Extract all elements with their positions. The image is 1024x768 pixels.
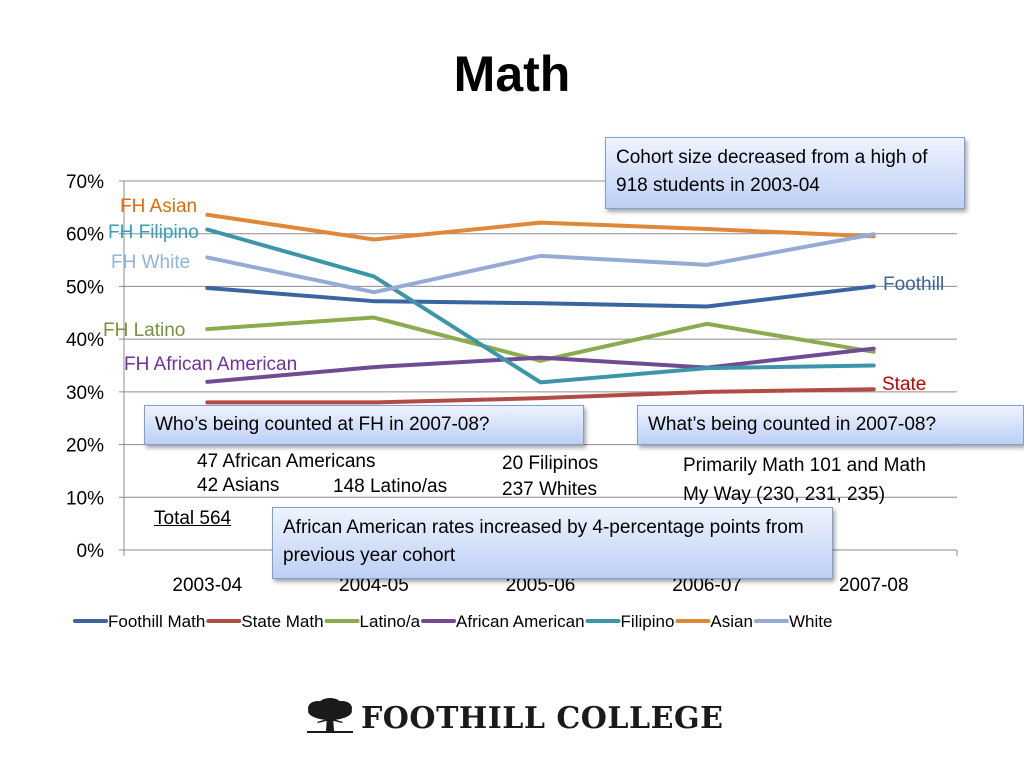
legend-label-latino-a: Latino/a	[360, 612, 421, 631]
x-tick-label: 2007-08	[839, 575, 909, 596]
legend-label-asian: Asian	[710, 612, 753, 631]
series-line-foothill-math	[205, 284, 876, 309]
legend-label-state-math: State Math	[241, 612, 323, 631]
y-tick-label: 60%	[66, 225, 104, 246]
who-counted-callout: Who’s being counted at FH in 2007-08?	[144, 405, 584, 445]
series-labels: Foothill State FH Latino FH African America…	[103, 196, 944, 395]
series-line-asian	[205, 212, 876, 242]
count-filipinos: 20 Filipinos	[502, 453, 599, 474]
x-tick-label: 2005-06	[506, 575, 576, 596]
legend-label-african-american: African American	[456, 612, 585, 631]
chart-legend: Foothill Math State Math Latino/a African A…	[73, 612, 832, 631]
count-latinos: 148 Latino/as	[333, 476, 448, 497]
x-tick-label: 2003-04	[172, 575, 242, 596]
y-tick-label: 30%	[66, 383, 104, 404]
series-line-state-math	[205, 387, 876, 405]
legend-label-foothill-math: Foothill Math	[108, 612, 205, 631]
x-tick-label: 2004-05	[339, 575, 409, 596]
series-line-filipino	[205, 227, 876, 385]
series-label-state-math: State	[882, 374, 926, 395]
cohort-size-callout: Cohort size decreased from a high of 918…	[605, 137, 965, 209]
y-tick-label: 0%	[77, 541, 105, 562]
what-counted-callout: What’s being counted in 2007-08?	[637, 405, 1024, 445]
who-counted-text: Who’s being counted at FH in 2007-08?	[155, 414, 490, 435]
count-asians: 42 Asians	[197, 475, 280, 496]
college-name: FOOTHILL COLLEGE	[361, 700, 724, 736]
courses-line-1: Primarily Math 101 and Math	[683, 455, 926, 476]
slide-title: Math	[453, 46, 571, 102]
y-tick-label: 40%	[66, 330, 104, 351]
chart-axes: 0% 10% 20% 30% 40% 50% 60% 70% 2003-04 2004-05 200…	[66, 172, 958, 596]
series-label-latino-a: FH Latino	[103, 320, 185, 341]
count-whites: 237 Whites	[502, 479, 598, 500]
series-line-white	[205, 232, 876, 295]
y-tick-label: 10%	[66, 488, 104, 509]
series-line-latino-a	[205, 315, 876, 363]
count-total: Total 564	[154, 508, 232, 529]
chart-series	[205, 212, 876, 405]
count-african-americans: 47 African Americans	[197, 451, 376, 472]
series-label-asian: FH Asian	[120, 196, 197, 217]
african-american-callout: African American rates increased by 4-pe…	[272, 507, 833, 579]
y-tick-label: 20%	[66, 436, 104, 457]
courses-line-2: My Way (230, 231, 235)	[683, 484, 886, 505]
y-tick-label: 50%	[66, 277, 104, 298]
series-label-african-american: FH African American	[124, 354, 297, 375]
legend-label-filipino: Filipino	[621, 612, 675, 631]
legend-label-white: White	[789, 612, 832, 631]
college-logo: FOOTHILL COLLEGE	[305, 698, 723, 738]
series-label-filipino: FH Filipino	[108, 222, 199, 243]
series-label-foothill-math: Foothill	[883, 274, 944, 295]
cohort-size-text: Cohort size decreased from a high of 918…	[616, 147, 928, 196]
y-tick-label: 70%	[66, 172, 104, 193]
series-label-white: FH White	[111, 252, 190, 273]
series-line-african-american	[205, 346, 876, 384]
oak-tree-icon	[307, 698, 353, 733]
what-counted-text: What’s being counted in 2007-08?	[648, 414, 937, 435]
x-tick-label: 2006-07	[672, 575, 742, 596]
african-american-callout-text: African American rates increased by 4-pe…	[283, 517, 804, 566]
